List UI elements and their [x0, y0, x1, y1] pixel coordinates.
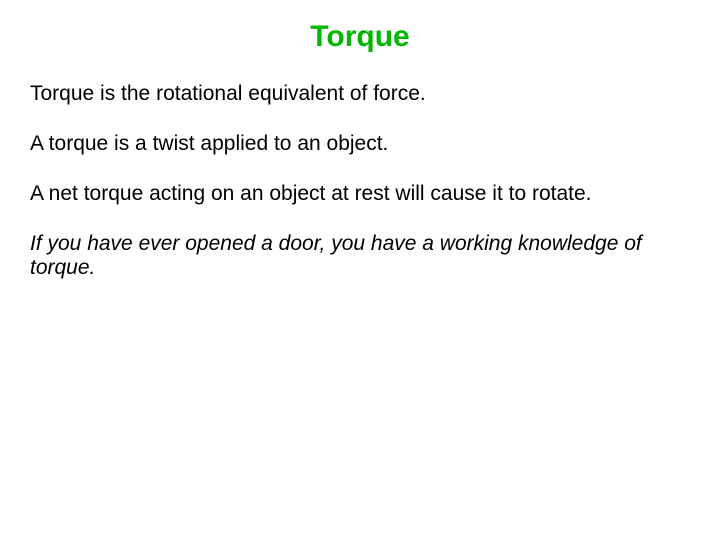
slide-title: Torque	[30, 20, 690, 54]
paragraph-4: If you have ever opened a door, you have…	[30, 232, 690, 280]
paragraph-3: A net torque acting on an object at rest…	[30, 182, 690, 206]
slide: Torque Torque is the rotational equivale…	[0, 0, 720, 540]
paragraph-2: A torque is a twist applied to an object…	[30, 132, 690, 156]
paragraph-1: Torque is the rotational equivalent of f…	[30, 82, 690, 106]
